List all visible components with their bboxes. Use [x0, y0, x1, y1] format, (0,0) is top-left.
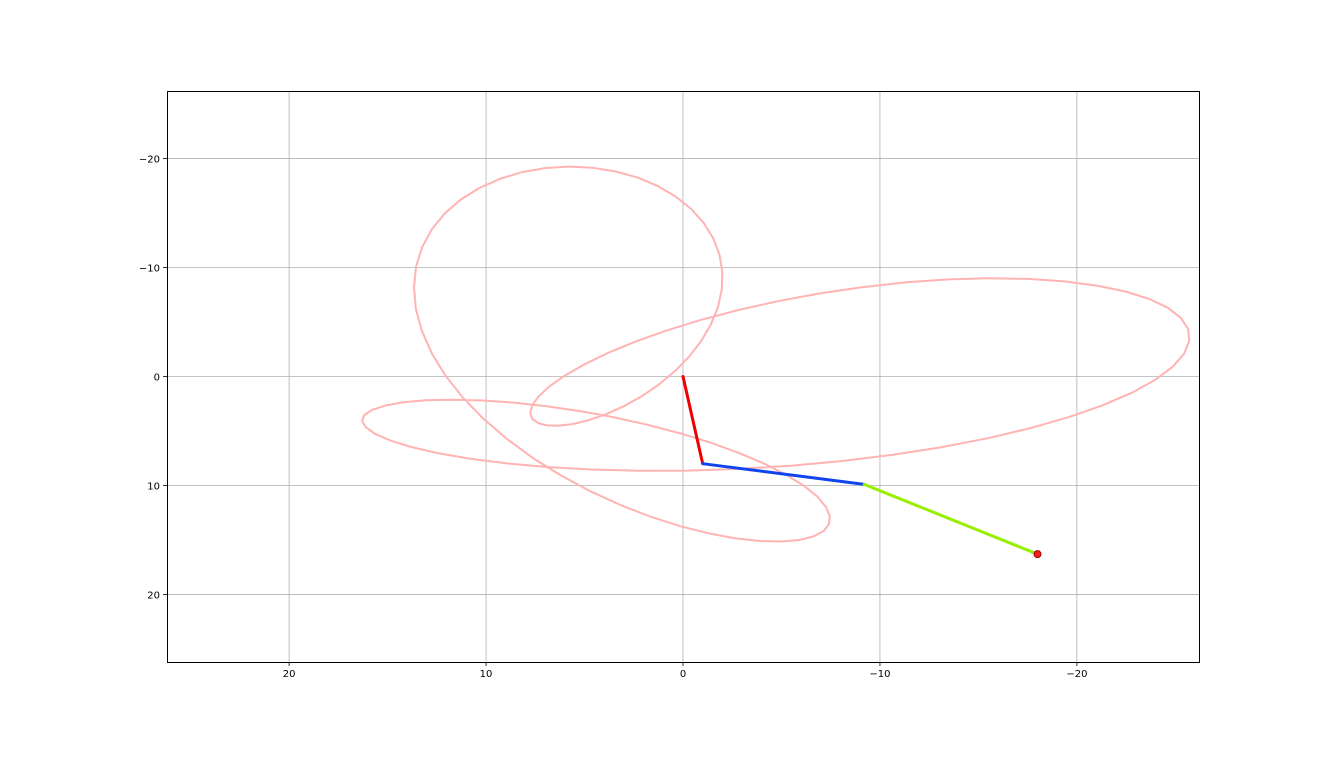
linkage-arm-3: [862, 482, 1040, 556]
y-tick-label: 0: [154, 373, 160, 384]
y-axis-ticks: −20 −10 0 10 20: [139, 155, 167, 601]
trace-layer: [361, 165, 1191, 543]
x-tick-label: −10: [869, 669, 890, 680]
x-tick-label: 20: [283, 669, 296, 680]
linkage-tip-marker: [1033, 550, 1042, 559]
linkage-arm-1: [681, 375, 705, 466]
plot-frame: [167, 91, 1200, 663]
y-tick-label: 20: [147, 590, 160, 601]
linkage-arm-2: [701, 462, 866, 486]
x-tick-label: 0: [680, 669, 686, 680]
x-axis-ticks: 20 10 0 −10 −20: [283, 662, 1087, 680]
x-tick-label: 10: [480, 669, 493, 680]
y-tick-label: −10: [139, 264, 160, 275]
plot-content: [361, 165, 1191, 559]
trace-path: [361, 165, 1191, 543]
y-tick-label: 10: [147, 481, 160, 492]
linkage-layer: [681, 375, 1042, 559]
y-tick-label: −20: [139, 155, 160, 166]
x-tick-label: −20: [1066, 669, 1087, 680]
